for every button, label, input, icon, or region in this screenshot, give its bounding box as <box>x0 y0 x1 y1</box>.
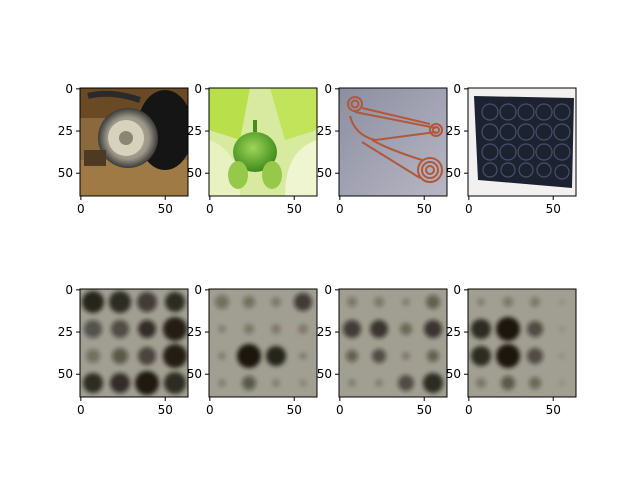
panel-1-xtick-label: 50 <box>287 202 302 216</box>
panel-6-image <box>339 289 447 397</box>
panel-6-ytick-label: 25 <box>317 325 332 339</box>
panel-1-frame <box>208 87 318 197</box>
panel-4-frame <box>79 288 189 398</box>
panel-0-ytick-label: 0 <box>65 82 73 96</box>
panel-2-xtick-label: 0 <box>336 202 344 216</box>
panel-3-xtick-label: 0 <box>465 202 473 216</box>
panel-5-ytick-label: 0 <box>194 283 202 297</box>
panel-4-image <box>80 289 188 397</box>
panel-2-xtick-label: 50 <box>417 202 432 216</box>
panel-0-xtick-label: 0 <box>77 202 85 216</box>
panel-2-ytick-label: 50 <box>317 166 332 180</box>
panel-3-xtick-label: 50 <box>546 202 561 216</box>
panel-4-xtick-label: 0 <box>77 403 85 417</box>
panel-6-frame <box>338 288 448 398</box>
panel-5-ytick-label: 50 <box>187 367 202 381</box>
panel-0-ytick-label: 50 <box>58 166 73 180</box>
panel-3-ytick-label: 25 <box>446 124 461 138</box>
panel-1-image <box>209 88 317 196</box>
panel-1-ytick-label: 25 <box>187 124 202 138</box>
panel-1-ytick-label: 50 <box>187 166 202 180</box>
panel-2-ytick-label: 25 <box>317 124 332 138</box>
panel-1-ytick-label: 0 <box>194 82 202 96</box>
panel-0-image <box>80 88 188 196</box>
panel-6-ytick-label: 0 <box>324 283 332 297</box>
panel-6-xtick-label: 50 <box>417 403 432 417</box>
panel-6-ytick-label: 50 <box>317 367 332 381</box>
panel-3-ytick-label: 50 <box>446 166 461 180</box>
panel-2-frame <box>338 87 448 197</box>
panel-5-ytick-label: 25 <box>187 325 202 339</box>
panel-2-ytick-label: 0 <box>324 82 332 96</box>
panel-1-xtick-label: 0 <box>206 202 214 216</box>
panel-7-image <box>468 289 576 397</box>
panel-5-xtick-label: 0 <box>206 403 214 417</box>
panel-4-ytick-label: 25 <box>58 325 73 339</box>
panel-4-ytick-label: 50 <box>58 367 73 381</box>
panel-0-frame <box>79 87 189 197</box>
panel-3-frame <box>467 87 577 197</box>
panel-7-ytick-label: 50 <box>446 367 461 381</box>
panel-7-frame <box>467 288 577 398</box>
panel-0-xtick-label: 50 <box>158 202 173 216</box>
panel-5-xtick-label: 50 <box>287 403 302 417</box>
panel-0-ytick-label: 25 <box>58 124 73 138</box>
panel-3-ytick-label: 0 <box>453 82 461 96</box>
axes-layer: 0 50 0 25 50 0 50 0 25 50 0 50 0 25 50 0 50 0 25 50 0 50 0 25 50… <box>58 82 577 417</box>
panel-3-image <box>468 88 576 196</box>
panel-5-image <box>209 289 317 397</box>
panel-6-xtick-label: 0 <box>336 403 344 417</box>
panel-7-ytick-label: 25 <box>446 325 461 339</box>
panel-7-xtick-label: 50 <box>546 403 561 417</box>
panel-7-xtick-label: 0 <box>465 403 473 417</box>
panel-4-xtick-label: 50 <box>158 403 173 417</box>
panel-7-ytick-label: 0 <box>453 283 461 297</box>
panel-2-image <box>339 88 447 196</box>
panel-5-frame <box>208 288 318 398</box>
panel-4-ytick-label: 0 <box>65 283 73 297</box>
